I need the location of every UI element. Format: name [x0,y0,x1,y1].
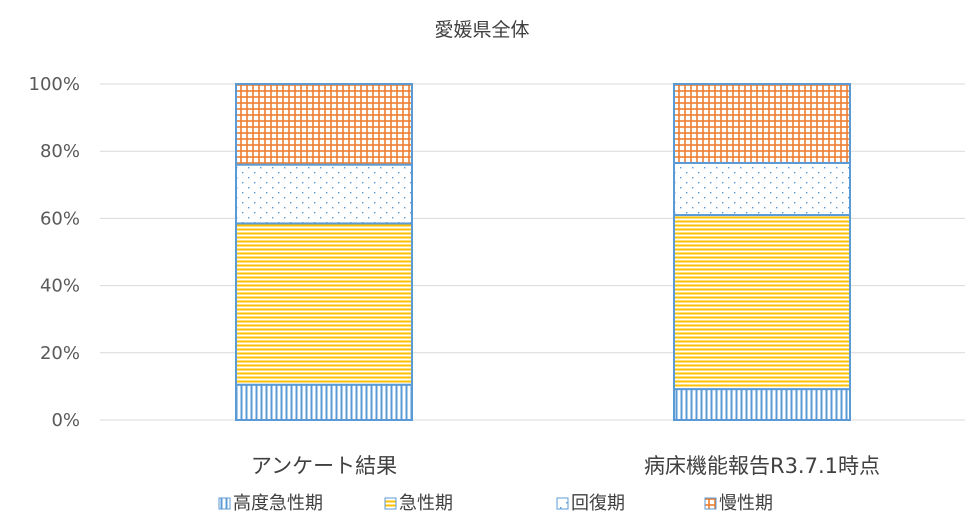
legend-label: 慢性期 [719,493,773,514]
bar-segment [235,383,413,421]
x-category-label: 病床機能報告R3.7.1時点 [644,454,880,478]
y-tick-label: 100% [29,74,80,95]
legend-swatch [218,497,231,510]
legend-label: 回復期 [571,493,625,514]
y-axis-ticks: 0% 20% 40% 60% 80% 100% [29,74,80,431]
bar-segment [235,222,413,386]
y-tick-label: 80% [40,141,80,162]
legend-item: 急性期 [384,493,453,514]
legend-label: 急性期 [399,493,453,514]
legend-swatch [704,497,717,510]
bar-segment [673,161,851,217]
x-category-label: アンケート結果 [251,454,397,478]
x-axis-categories: アンケート結果 病床機能報告R3.7.1時点 [251,454,880,478]
bar-segment [673,388,851,422]
y-tick-label: 40% [40,276,80,297]
bars [235,83,851,422]
y-tick-label: 0% [51,410,80,431]
bar-segment [673,214,851,391]
y-tick-label: 60% [40,208,80,229]
legend-swatch [384,497,397,510]
y-tick-label: 20% [40,343,80,364]
bar-segment [235,163,413,225]
legend-swatch [556,497,569,510]
legend-item: 慢性期 [704,493,773,514]
bar-segment [235,83,413,166]
legend-label: 高度急性期 [233,493,323,514]
chart-title: 愛媛県全体 [434,19,529,41]
bar-segment [673,83,851,164]
legend-item: 高度急性期 [218,493,323,514]
legend: 高度急性期 急性期 回復期 慢性期 [218,493,773,514]
legend-item: 回復期 [556,493,625,514]
